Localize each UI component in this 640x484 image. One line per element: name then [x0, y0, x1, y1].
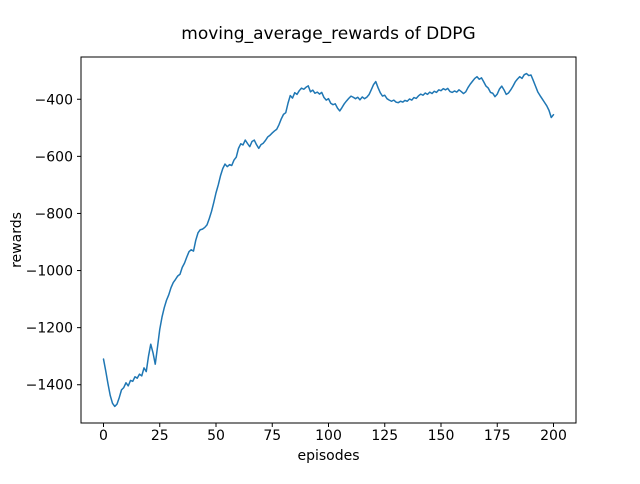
y-tick-label: −1000: [26, 264, 73, 280]
x-tick-label: 50: [207, 428, 225, 444]
y-tick-label: −600: [35, 149, 73, 165]
x-tick-label: 200: [540, 428, 567, 444]
x-tick-label: 150: [428, 428, 455, 444]
x-tick-label: 100: [315, 428, 342, 444]
y-tick-label: −400: [35, 92, 73, 108]
line-series-group: [102, 72, 555, 408]
x-tick-label: 25: [151, 428, 169, 444]
x-axis-ticks: 0 25 50 75 100 125 150 175 200: [99, 423, 567, 444]
x-tick-label: 125: [371, 428, 398, 444]
y-axis-ticks: −400 −600 −800 −1000 −1200 −1400: [26, 92, 81, 394]
x-axis-label: episodes: [297, 448, 359, 464]
y-axis-label: rewards: [9, 212, 25, 268]
plot-area-frame: [80, 56, 577, 424]
y-tick-label: −800: [35, 206, 73, 222]
y-tick-label: −1400: [26, 378, 73, 394]
x-tick-label: 175: [484, 428, 511, 444]
x-tick-label: 75: [263, 428, 281, 444]
y-tick-label: −1200: [26, 321, 73, 337]
x-tick-label: 0: [99, 428, 108, 444]
chart-title: moving_average_rewards of DDPG: [181, 24, 475, 44]
line-series-moving_average_rewards: [102, 72, 555, 408]
